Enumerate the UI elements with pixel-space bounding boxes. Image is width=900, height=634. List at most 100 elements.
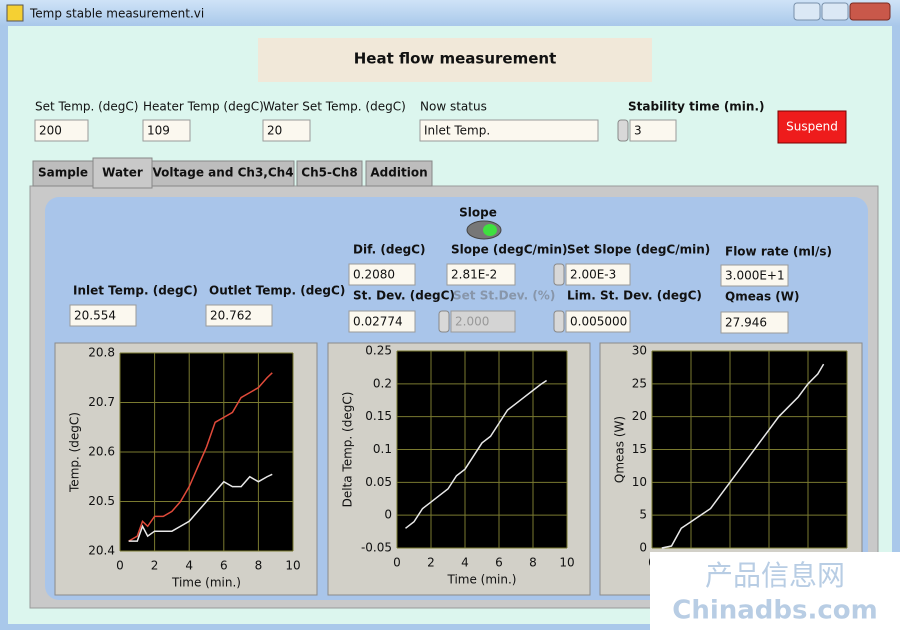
- control-label: Stability time (min.): [628, 100, 765, 114]
- series-line: [661, 363, 825, 549]
- text-field[interactable]: [419, 119, 599, 142]
- led-label: Slope: [459, 206, 497, 220]
- indicator-label: Dif. (degC): [353, 243, 425, 257]
- field-value: 20: [267, 124, 282, 138]
- text-field[interactable]: [565, 263, 631, 286]
- text-field[interactable]: [348, 310, 416, 333]
- field-value: 200: [39, 124, 62, 138]
- field-value: 2.81E-2: [451, 268, 497, 282]
- text-field[interactable]: [262, 119, 311, 142]
- x-axis-label: Time (min.): [447, 573, 517, 587]
- text-field[interactable]: [142, 119, 191, 142]
- y-tick-label: 0.2: [373, 376, 392, 390]
- indicator-label: Lim. St. Dev. (degC): [567, 289, 702, 303]
- y-tick-label: 0.05: [365, 475, 392, 489]
- spinner[interactable]: [553, 263, 565, 286]
- tab[interactable]: [92, 157, 153, 189]
- field-value: 20.554: [74, 309, 116, 323]
- tab-label: Voltage and Ch3,Ch4: [152, 166, 293, 180]
- x-tick-label: 2: [427, 556, 435, 570]
- spinner[interactable]: [438, 310, 450, 333]
- x-tick-label: 10: [559, 556, 574, 570]
- y-axis-label: Delta Temp. (degC): [341, 392, 355, 508]
- x-tick-label: 10: [285, 559, 300, 573]
- text-field[interactable]: [69, 304, 137, 327]
- y-tick-label: 25: [632, 376, 647, 390]
- x-tick-label: 4: [461, 556, 469, 570]
- y-tick-label: 0: [384, 508, 392, 522]
- text-field[interactable]: [720, 264, 789, 287]
- field-value: 0.2080: [353, 268, 395, 282]
- window-title: Temp stable measurement.vi: [29, 7, 204, 21]
- control-label: Water Set Temp. (degC): [263, 100, 406, 114]
- text-field[interactable]: [205, 304, 273, 327]
- spinner[interactable]: [617, 119, 629, 142]
- tab-label: Ch5-Ch8: [301, 166, 357, 180]
- x-tick-label: 0: [393, 556, 401, 570]
- field-value: 20.762: [210, 309, 252, 323]
- series-line: [128, 473, 273, 542]
- tab-label: Water: [102, 166, 143, 180]
- y-tick-label: 20.4: [88, 544, 115, 558]
- watermark-text: 产品信息网: [705, 559, 845, 592]
- maximize-button[interactable]: [821, 2, 849, 21]
- text-field[interactable]: [629, 119, 677, 142]
- y-tick-label: 30: [632, 344, 647, 358]
- text-field[interactable]: [34, 119, 89, 142]
- title-bar: [0, 0, 900, 26]
- minimize-button[interactable]: [793, 2, 821, 21]
- text-field[interactable]: [348, 263, 416, 286]
- control-label: Heater Temp (degC): [143, 100, 264, 114]
- control-label: Set Temp. (degC): [35, 100, 139, 114]
- y-tick-label: 20.7: [88, 395, 115, 409]
- y-tick-label: 20.6: [88, 445, 115, 459]
- app-icon: [6, 4, 24, 22]
- text-field: [450, 310, 516, 333]
- watermark-bg: [650, 552, 900, 630]
- field-value: 0.005000: [570, 315, 627, 329]
- tab[interactable]: [151, 160, 295, 187]
- y-tick-label: 20.5: [88, 494, 115, 508]
- field-value: 3.000E+1: [725, 269, 785, 283]
- y-tick-label: 15: [632, 442, 647, 456]
- y-tick-label: 0.1: [373, 442, 392, 456]
- control-label: Now status: [420, 100, 487, 114]
- x-tick-label: 2: [151, 559, 159, 573]
- tab-label: Sample: [38, 166, 88, 180]
- y-tick-label: 10: [632, 475, 647, 489]
- indicator-label: Qmeas (W): [725, 290, 799, 304]
- header-title: Heat flow measurement: [354, 50, 557, 68]
- tab[interactable]: [296, 160, 363, 187]
- y-tick-label: -0.05: [361, 541, 392, 555]
- indicator-label: Set Slope (degC/min): [567, 243, 710, 257]
- watermark-text: Chinadbs.com: [672, 596, 878, 626]
- indicator-label: Set St.Dev. (%): [453, 289, 555, 303]
- tab[interactable]: [32, 160, 94, 187]
- close-button[interactable]: [849, 2, 891, 21]
- led-light: [483, 224, 497, 236]
- text-field[interactable]: [446, 263, 516, 286]
- x-tick-label: 4: [185, 559, 193, 573]
- x-tick-label: 8: [255, 559, 263, 573]
- x-axis-label: Time (min.): [171, 576, 241, 590]
- y-tick-label: 0.15: [365, 409, 392, 423]
- y-axis-label: Temp. (degC): [68, 412, 82, 493]
- field-value: 3: [634, 124, 642, 138]
- spinner[interactable]: [553, 310, 565, 333]
- y-tick-label: 0: [639, 541, 647, 555]
- y-axis-label: Qmeas (W): [613, 416, 627, 483]
- text-field[interactable]: [565, 310, 631, 333]
- series-line: [405, 379, 548, 529]
- button-label: Suspend: [786, 120, 838, 134]
- indicator-label: St. Dev. (degC): [353, 289, 455, 303]
- field-value: 27.946: [725, 316, 767, 330]
- indicator-label: Slope (degC/min): [451, 243, 568, 257]
- text-field[interactable]: [720, 311, 789, 334]
- tab[interactable]: [365, 160, 433, 187]
- suspend-button[interactable]: [777, 110, 847, 144]
- series-line: [128, 372, 273, 542]
- indicator-label: Flow rate (ml/s): [725, 245, 832, 259]
